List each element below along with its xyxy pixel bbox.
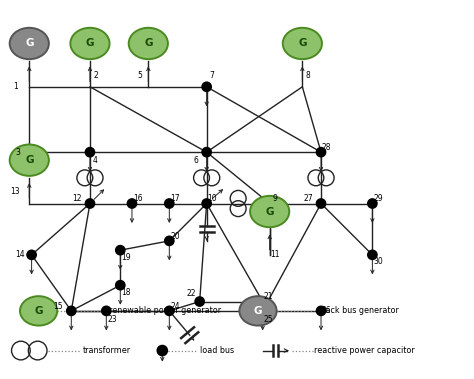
- Circle shape: [316, 147, 326, 157]
- Circle shape: [85, 147, 95, 157]
- Text: 24: 24: [170, 302, 180, 311]
- Circle shape: [195, 297, 204, 306]
- Text: 5: 5: [137, 70, 142, 80]
- Circle shape: [316, 199, 326, 208]
- Circle shape: [265, 199, 274, 208]
- Text: 3: 3: [15, 148, 20, 157]
- Text: G: G: [86, 39, 94, 49]
- Text: 10: 10: [208, 194, 217, 204]
- Text: 7: 7: [210, 70, 215, 80]
- Text: transformer: transformer: [83, 346, 131, 355]
- Text: 11: 11: [271, 251, 280, 259]
- Text: 20: 20: [170, 232, 180, 241]
- Text: G: G: [144, 39, 153, 49]
- Circle shape: [101, 306, 111, 316]
- Text: 27: 27: [303, 194, 313, 204]
- Text: 30: 30: [373, 257, 383, 266]
- Text: 29: 29: [373, 194, 383, 204]
- Circle shape: [27, 250, 36, 260]
- Text: G: G: [254, 306, 262, 316]
- Text: 13: 13: [10, 187, 20, 196]
- Text: 19: 19: [121, 253, 131, 262]
- Text: 1: 1: [13, 82, 18, 91]
- Text: 28: 28: [322, 143, 331, 152]
- Text: 4: 4: [93, 156, 98, 165]
- Ellipse shape: [283, 28, 322, 59]
- Text: 16: 16: [133, 194, 142, 204]
- Ellipse shape: [70, 28, 109, 59]
- Text: 12: 12: [72, 194, 82, 204]
- Circle shape: [258, 297, 267, 306]
- Circle shape: [67, 306, 76, 316]
- Circle shape: [164, 306, 174, 316]
- Circle shape: [116, 280, 125, 290]
- Circle shape: [368, 250, 377, 260]
- Ellipse shape: [129, 28, 168, 59]
- Text: reactive power capacitor: reactive power capacitor: [314, 346, 415, 355]
- Circle shape: [116, 246, 125, 255]
- Ellipse shape: [250, 196, 289, 227]
- Text: 26: 26: [322, 306, 331, 315]
- Text: 22: 22: [186, 289, 196, 298]
- Text: 14: 14: [15, 251, 25, 259]
- Text: G: G: [25, 155, 34, 165]
- Circle shape: [258, 306, 267, 316]
- Text: G: G: [265, 207, 274, 216]
- Circle shape: [164, 199, 174, 208]
- Text: 17: 17: [170, 194, 180, 204]
- Circle shape: [85, 199, 95, 208]
- Text: 8: 8: [306, 70, 310, 80]
- Ellipse shape: [9, 144, 49, 176]
- Ellipse shape: [239, 296, 277, 326]
- Text: slack bus generator: slack bus generator: [319, 306, 399, 315]
- Text: 2: 2: [93, 70, 98, 80]
- Text: G: G: [25, 39, 34, 49]
- Text: load bus: load bus: [200, 346, 234, 355]
- Circle shape: [25, 147, 34, 157]
- Text: 21: 21: [264, 292, 273, 301]
- Text: G: G: [298, 39, 307, 49]
- Circle shape: [128, 199, 137, 208]
- Circle shape: [164, 236, 174, 246]
- Ellipse shape: [20, 296, 57, 326]
- Text: renewable power generator: renewable power generator: [109, 306, 221, 315]
- Circle shape: [316, 306, 326, 316]
- Text: 15: 15: [54, 302, 63, 311]
- Text: 9: 9: [273, 194, 278, 204]
- Text: 18: 18: [121, 288, 131, 297]
- Circle shape: [157, 345, 167, 356]
- Ellipse shape: [9, 28, 49, 59]
- Circle shape: [202, 147, 211, 157]
- Text: 25: 25: [264, 315, 273, 324]
- Circle shape: [202, 199, 211, 208]
- Text: 6: 6: [194, 156, 199, 165]
- Circle shape: [202, 82, 211, 91]
- Text: 23: 23: [107, 315, 117, 324]
- Circle shape: [368, 199, 377, 208]
- Text: G: G: [34, 306, 43, 316]
